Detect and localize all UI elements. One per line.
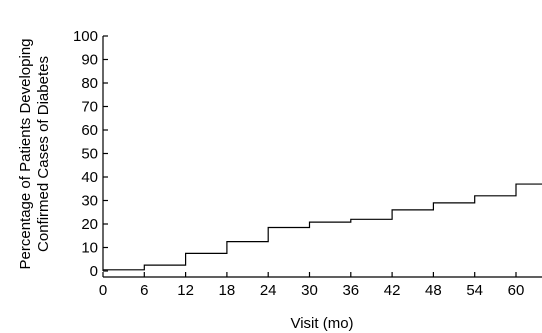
x-axis-title: Visit (mo) — [290, 315, 353, 332]
y-tick-label: 80 — [81, 75, 98, 92]
step-series-line — [103, 183, 542, 271]
y-tick-label: 0 — [90, 263, 98, 280]
y-tick-label: 60 — [81, 122, 98, 139]
y-tick-label: 20 — [81, 216, 98, 233]
x-tick-label: 48 — [425, 282, 442, 299]
x-tick-label: 36 — [342, 282, 359, 299]
y-tick-label: 100 — [73, 28, 98, 45]
y-tick-label: 90 — [81, 52, 98, 69]
y-axis-title-line-1: Percentage of Patients Developing — [17, 39, 34, 270]
y-tick-label: 40 — [81, 169, 98, 186]
y-tick-label: 30 — [81, 193, 98, 210]
x-tick-label: 18 — [219, 282, 236, 299]
x-tick-label: 42 — [384, 282, 401, 299]
series-layer — [103, 183, 542, 271]
axes-layer: 0 10 20 30 40 50 60 70 80 90 100 0 6 12 18 24 30 36 42 48 54… — [73, 28, 542, 299]
y-tick-label: 50 — [81, 146, 98, 163]
y-axis-title-line-2: Confirmed Cases of Diabetes — [35, 56, 52, 252]
x-tick-label: 6 — [140, 282, 148, 299]
titles-layer: Visit (mo) Percentage of Patients Develo… — [17, 39, 354, 332]
x-tick-label: 0 — [99, 282, 107, 299]
x-tick-label: 30 — [301, 282, 318, 299]
y-tick-label: 10 — [81, 240, 98, 257]
x-tick-label: 60 — [508, 282, 525, 299]
y-tick-label: 70 — [81, 99, 98, 116]
x-tick-label: 24 — [260, 282, 277, 299]
x-tick-label: 54 — [466, 282, 483, 299]
x-tick-label: 12 — [177, 282, 194, 299]
